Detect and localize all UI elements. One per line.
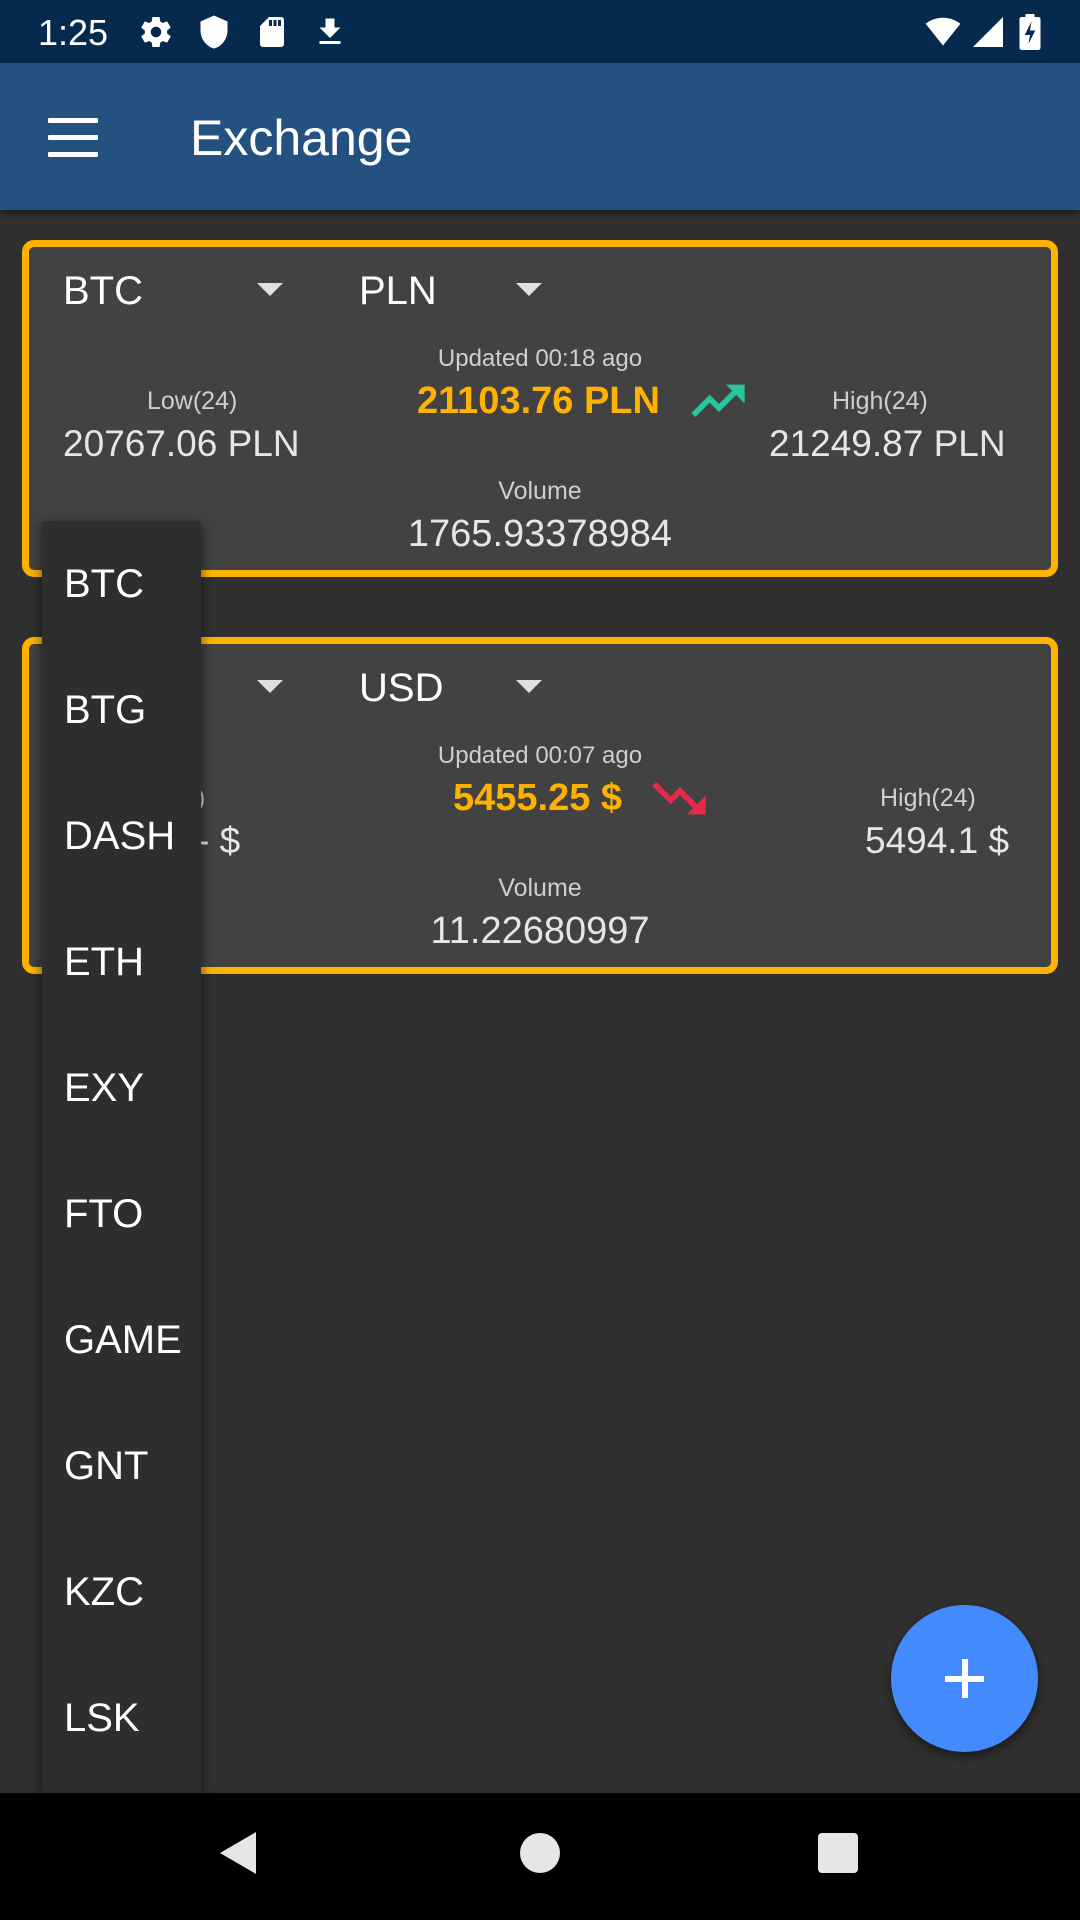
- trending-up-icon: [691, 381, 747, 421]
- chevron-down-icon[interactable]: [257, 680, 283, 693]
- volume-label: Volume: [498, 874, 582, 902]
- battery-icon: [1016, 14, 1044, 50]
- page-title: Exchange: [190, 110, 413, 166]
- chevron-down-icon[interactable]: [516, 283, 542, 296]
- status-bar: 1:25: [0, 0, 1080, 63]
- shield-icon: [196, 14, 232, 50]
- dropdown-option[interactable]: BTG: [64, 688, 147, 732]
- high-value: 21249.87 PLN: [769, 423, 1006, 464]
- gear-icon: [138, 14, 174, 50]
- low-label: Low(24): [147, 387, 238, 415]
- quote-currency-select[interactable]: USD: [359, 666, 444, 710]
- app-bar: Exchange: [0, 63, 1080, 210]
- dropdown-option[interactable]: DASH: [64, 814, 176, 858]
- status-time: 1:25: [38, 12, 109, 53]
- sd-card-icon: [254, 14, 290, 50]
- volume-label: Volume: [498, 477, 582, 505]
- download-icon: [312, 14, 348, 50]
- dropdown-option[interactable]: BTC: [64, 562, 144, 606]
- volume-value: 11.22680997: [430, 910, 650, 952]
- high-value: 5494.1 $: [865, 820, 1010, 861]
- menu-icon[interactable]: [36, 108, 108, 168]
- dropdown-option[interactable]: ETH: [64, 940, 144, 984]
- recents-icon[interactable]: [818, 1833, 858, 1873]
- dropdown-option[interactable]: GAME: [64, 1318, 182, 1362]
- low-value: - $: [197, 820, 241, 861]
- chevron-down-icon[interactable]: [516, 680, 542, 693]
- exchange-card[interactable]: BTC PLN Updated 00:18 ago Low(24) 20767.…: [22, 240, 1058, 577]
- volume-value: 1765.93378984: [407, 513, 673, 555]
- dropdown-option[interactable]: GNT: [64, 1444, 149, 1488]
- updated-time: Updated 00:18 ago: [437, 345, 643, 372]
- home-icon[interactable]: [520, 1833, 560, 1873]
- current-price: 21103.76 PLN: [417, 380, 660, 422]
- wifi-icon: [922, 14, 964, 50]
- navigation-bar: [0, 1793, 1080, 1920]
- dropdown-option[interactable]: KZC: [64, 1570, 144, 1614]
- chevron-down-icon[interactable]: [257, 283, 283, 296]
- back-icon[interactable]: [218, 1830, 258, 1876]
- base-currency-select[interactable]: BTC: [63, 269, 143, 313]
- currency-dropdown-menu: BTC BTG DASH ETH EXY FTO GAME GNT KZC LS…: [42, 521, 201, 1793]
- current-price: 5455.25 $: [453, 777, 623, 819]
- high-label: High(24): [832, 387, 928, 415]
- updated-time: Updated 00:07 ago: [437, 742, 643, 769]
- high-label: High(24): [880, 784, 976, 812]
- trending-down-icon: [652, 778, 708, 818]
- dropdown-option[interactable]: LSK: [64, 1696, 140, 1740]
- low-value: 20767.06 PLN: [63, 423, 300, 464]
- dropdown-option[interactable]: FTO: [64, 1192, 144, 1236]
- signal-icon: [970, 14, 1006, 50]
- dropdown-option[interactable]: EXY: [64, 1066, 145, 1110]
- add-exchange-button[interactable]: [891, 1605, 1038, 1752]
- quote-currency-select[interactable]: PLN: [359, 269, 437, 313]
- low-label: ): [197, 784, 206, 812]
